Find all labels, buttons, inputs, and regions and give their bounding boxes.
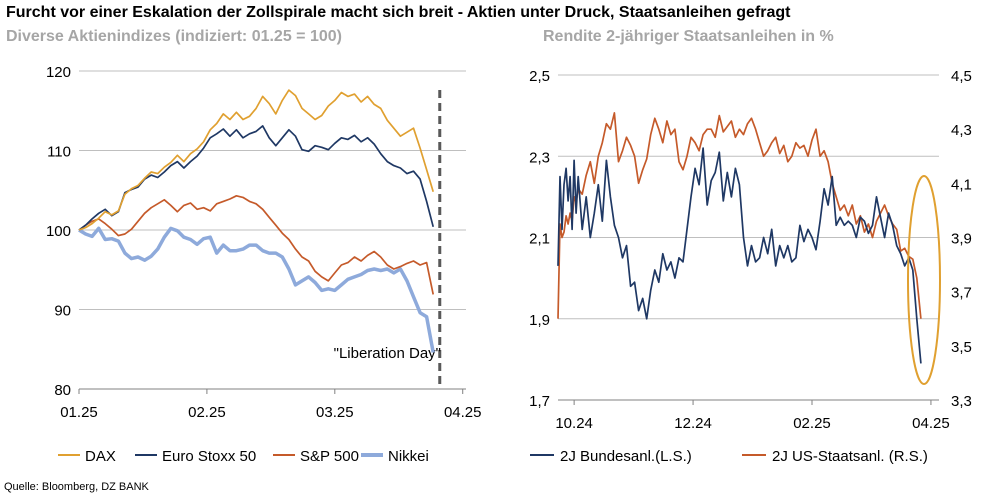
left-legend-label: Euro Stoxx 50 [162,448,256,465]
right-left-y-tick-label: 2,1 [529,231,550,248]
right-x-tick-label: 02.25 [793,415,831,432]
right-series-line-1 [557,112,922,319]
left-y-tick-label: 120 [46,64,71,81]
right-left-y-tick-label: 2,3 [529,149,550,166]
highlight-ellipse [907,175,941,385]
left-legend-label: DAX [85,448,116,465]
left-x-tick-label: 02.25 [188,404,226,421]
right-left-y-tick-label: 2,5 [529,68,550,85]
right-x-tick-label: 10.24 [555,415,593,432]
right-right-y-tick-label: 3,3 [951,393,972,410]
left-chart-title: Diverse Aktienindizes (indiziert: 01.25 … [6,28,342,45]
right-series-line-0 [557,147,922,364]
left-y-tick-label: 100 [46,223,71,240]
right-right-y-tick-label: 4,5 [951,68,972,85]
right-right-y-tick-label: 3,5 [951,339,972,356]
left-y-tick-label: 80 [54,382,71,399]
left-legend-label: S&P 500 [300,448,359,465]
source-note: Quelle: Bloomberg, DZ BANK [4,481,149,493]
left-legend-label: Nikkei [388,448,429,465]
right-legend-label: 2J US-Staatsanl. (R.S.) [772,448,928,465]
right-right-y-tick-label: 4,3 [951,122,972,139]
right-right-y-tick-label: 3,7 [951,285,972,302]
right-legend-label: 2J Bundesanl.(L.S.) [560,448,692,465]
right-left-y-tick-label: 1,9 [529,312,550,329]
left-x-tick-label: 03.25 [316,404,354,421]
right-right-y-tick-label: 4,1 [951,176,972,193]
left-x-tick-label: 04.25 [444,404,482,421]
liberation-day-annotation: "Liberation Day" [334,345,441,362]
right-chart-title: Rendite 2-jähriger Staatsanleihen in % [543,28,834,45]
left-series-line-0 [78,89,435,231]
left-series-line-3 [78,226,435,353]
left-y-tick-label: 110 [47,144,71,161]
right-x-tick-label: 12.24 [674,415,712,432]
left-y-tick-label: 90 [54,303,71,320]
left-x-tick-label: 01.25 [60,404,98,421]
left-series-line-2 [78,194,435,295]
right-x-tick-label: 04.25 [912,415,950,432]
chart-main-title: Furcht vor einer Eskalation der Zollspir… [6,4,791,21]
left-series-line-1 [78,125,435,231]
right-left-y-tick-label: 1,7 [529,393,550,410]
right-right-y-tick-label: 3,9 [951,231,972,248]
